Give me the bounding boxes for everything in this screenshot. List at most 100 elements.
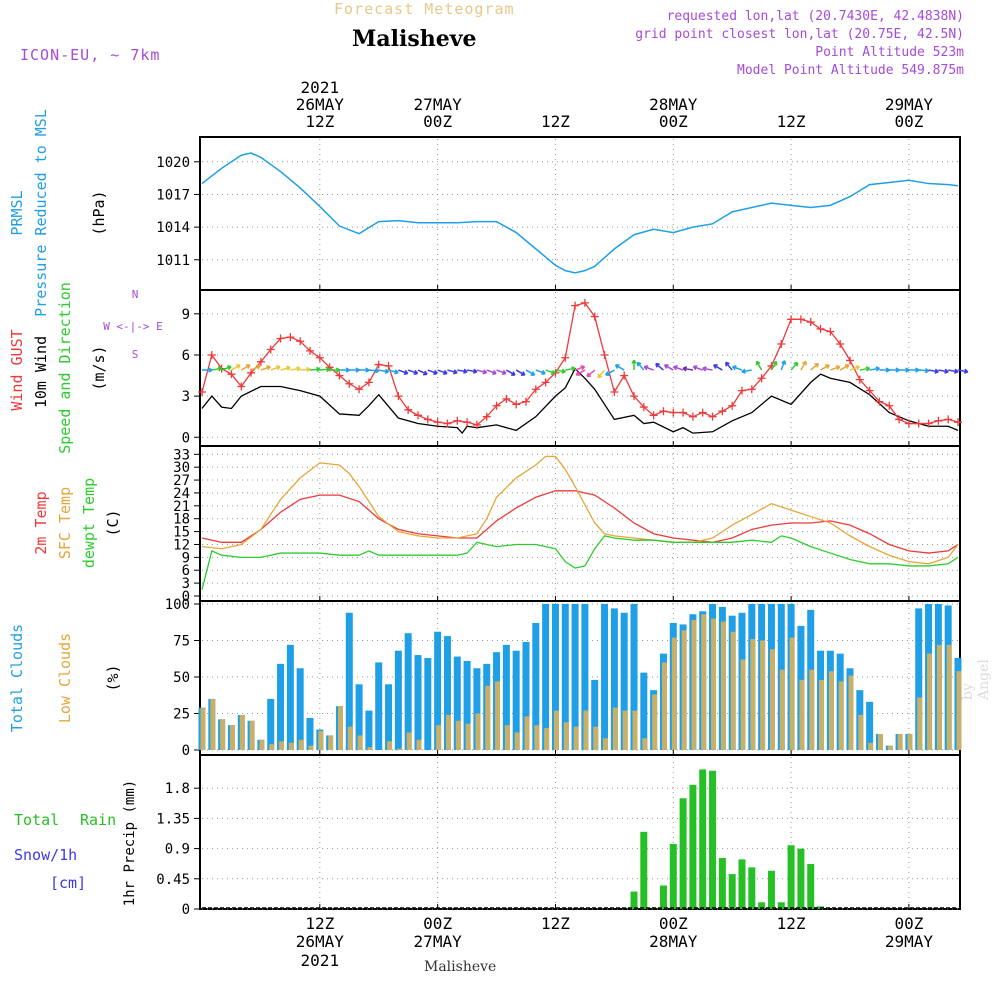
time-label-top-year: 2021 xyxy=(301,78,340,97)
time-label-bottom-date: 27MAY xyxy=(414,932,463,951)
wind-gust-marker xyxy=(522,397,530,406)
low-cloud-bar xyxy=(308,745,314,750)
y-tick-label: 1017 xyxy=(156,187,190,203)
wind-direction-arrow xyxy=(407,369,419,375)
low-cloud-bar xyxy=(671,637,677,750)
low-cloud-bar xyxy=(789,637,795,750)
wind-direction-arrow xyxy=(692,365,703,371)
meteogram-subtitle: Forecast Meteogram xyxy=(334,0,515,18)
low-cloud-bar xyxy=(495,681,501,750)
wind-direction-arrow xyxy=(725,361,733,371)
wind-gust-marker xyxy=(600,350,609,359)
time-label-top-date: 27MAY xyxy=(414,95,463,114)
panel-frame-3 xyxy=(199,445,961,602)
wind-direction-arrow xyxy=(631,359,637,371)
low-cloud-bar xyxy=(622,710,628,750)
total-cloud-bar xyxy=(591,679,599,750)
wind-direction-arrow xyxy=(280,365,291,371)
low-cloud-bar xyxy=(927,653,933,750)
wind-direction-arrow xyxy=(800,360,807,371)
wind-direction-arrow xyxy=(555,368,566,374)
temp-2m-label: 2m Temp xyxy=(32,491,50,554)
y-tick-label: 18 xyxy=(173,512,190,528)
wind-gust-marker xyxy=(541,378,550,387)
low-cloud-bar xyxy=(946,644,952,750)
wind-gust-marker xyxy=(472,420,481,429)
wind-direction-arrow xyxy=(309,366,321,373)
wind-gust-marker xyxy=(865,386,874,395)
total-cloud-bar xyxy=(394,650,402,750)
wind-direction-arrow xyxy=(457,368,468,374)
wind-direction-arrow xyxy=(948,368,959,374)
credit-watermark: by Angel xyxy=(960,659,992,700)
total-cloud-bar xyxy=(375,662,383,750)
wind-speed-line xyxy=(201,367,959,435)
dewpt-line xyxy=(201,535,959,590)
wind-direction-arrow xyxy=(359,367,370,373)
total-cloud-bar xyxy=(443,636,451,750)
rain-bar xyxy=(689,784,697,909)
wind-unit: (m/s) xyxy=(90,345,108,390)
point-info: requested lon,lat (20.7430E, 42.4838N) g… xyxy=(635,8,964,80)
time-label-bottom-year: 2021 xyxy=(301,951,340,970)
low-cloud-bar xyxy=(848,675,854,750)
total-cloud-bar xyxy=(915,608,923,750)
rain-bar xyxy=(787,845,795,909)
wind-direction-arrow xyxy=(879,367,890,373)
wind-gust-marker xyxy=(806,318,815,327)
wind-gust-marker xyxy=(679,408,688,417)
low-cloud-bar xyxy=(877,733,883,750)
low-cloud-bar xyxy=(563,722,569,750)
wind-direction-arrow xyxy=(682,366,694,372)
wind-gust-marker xyxy=(276,334,285,343)
time-label-top-date: 28MAY xyxy=(649,95,698,114)
wind-direction-arrow xyxy=(755,360,763,371)
low-cloud-bar xyxy=(779,669,785,750)
wind-direction-arrow xyxy=(780,360,787,371)
time-label-bottom-hour: 00Z xyxy=(894,914,923,933)
wind-gust-marker xyxy=(698,408,707,417)
y-tick-label: 21 xyxy=(173,499,190,515)
y-tick-label: 25 xyxy=(173,707,190,723)
panel-frame-5 xyxy=(199,754,961,910)
low-cloud-bar xyxy=(259,739,265,750)
wind-direction-arrow xyxy=(928,368,939,374)
rain-label: Rain xyxy=(80,811,116,829)
wind-direction-arrow xyxy=(349,367,360,373)
wind-gust-marker xyxy=(855,375,864,384)
y-tick-label: 75 xyxy=(173,634,190,650)
wind-gust-marker xyxy=(639,403,648,412)
pressure-label-short: PRMSL xyxy=(8,190,26,235)
wind-direction-arrow xyxy=(535,369,546,375)
wind-gust-marker xyxy=(266,345,275,354)
wind-gust-marker xyxy=(404,405,413,414)
low-cloud-bar xyxy=(455,720,461,750)
low-cloud-bar xyxy=(514,732,520,750)
temp2m-line xyxy=(201,490,959,554)
wind-direction-arrow xyxy=(957,368,969,374)
wind-direction-arrow xyxy=(378,368,390,374)
wind-gust-marker xyxy=(904,419,913,428)
low-cloud-bar xyxy=(347,726,353,750)
low-cloud-bar xyxy=(838,681,844,750)
time-label-bottom-hour: 00Z xyxy=(659,914,688,933)
total-cloud-bar xyxy=(345,612,353,750)
low-cloud-bar xyxy=(328,735,334,750)
wind-direction-arrow xyxy=(869,366,880,372)
wind-direction-label: Speed and Direction xyxy=(56,282,74,454)
low-cloud-bar xyxy=(534,725,540,750)
wind-direction-arrow xyxy=(575,369,586,376)
rain-bar xyxy=(767,870,775,909)
wind-gust-marker xyxy=(453,416,462,425)
wind-gust-marker xyxy=(443,419,452,428)
wind-direction-arrow xyxy=(447,369,458,375)
y-tick-label: 24 xyxy=(173,486,190,502)
temp-dewpt-label: dewpt Temp xyxy=(80,478,98,568)
wind-gust-marker xyxy=(580,298,589,307)
compass-south: S xyxy=(132,348,139,361)
wind-direction-arrow xyxy=(427,369,438,375)
y-tick-label: 6 xyxy=(182,563,190,579)
low-cloud-bar xyxy=(632,710,638,750)
low-cloud-bar xyxy=(897,733,903,750)
compass-west-east: W <-|-> E xyxy=(103,320,163,333)
